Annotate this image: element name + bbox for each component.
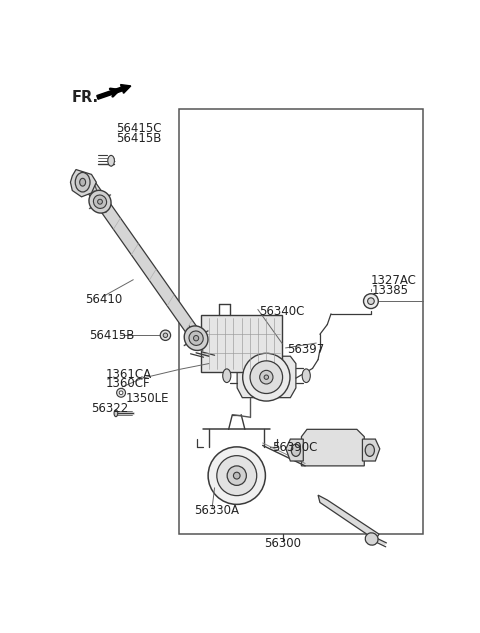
Circle shape xyxy=(163,333,168,337)
Text: 1350LE: 1350LE xyxy=(126,392,169,405)
Ellipse shape xyxy=(250,361,283,394)
Text: 1360CF: 1360CF xyxy=(106,377,150,389)
Polygon shape xyxy=(318,495,379,540)
Text: 56415B: 56415B xyxy=(116,132,161,145)
Text: 56415C: 56415C xyxy=(116,122,161,135)
Ellipse shape xyxy=(291,444,300,456)
Circle shape xyxy=(368,298,374,304)
Ellipse shape xyxy=(227,466,246,486)
Ellipse shape xyxy=(264,375,268,379)
Ellipse shape xyxy=(114,410,118,417)
Ellipse shape xyxy=(208,447,265,505)
Ellipse shape xyxy=(89,191,111,213)
Circle shape xyxy=(363,294,378,308)
Ellipse shape xyxy=(184,326,208,351)
Ellipse shape xyxy=(365,533,378,545)
Polygon shape xyxy=(362,439,380,461)
Ellipse shape xyxy=(260,370,273,384)
Text: 13385: 13385 xyxy=(372,284,408,297)
Polygon shape xyxy=(301,429,364,466)
Text: 56390C: 56390C xyxy=(272,441,317,454)
Ellipse shape xyxy=(108,156,114,166)
Ellipse shape xyxy=(193,335,199,341)
Ellipse shape xyxy=(217,456,257,496)
Text: 1361CA: 1361CA xyxy=(106,368,152,381)
Text: 56322: 56322 xyxy=(91,402,128,415)
Ellipse shape xyxy=(233,472,240,479)
Polygon shape xyxy=(71,170,96,197)
Circle shape xyxy=(160,330,170,341)
Circle shape xyxy=(119,391,123,394)
Ellipse shape xyxy=(223,369,231,382)
Circle shape xyxy=(117,388,125,398)
Ellipse shape xyxy=(189,331,203,346)
Bar xyxy=(179,109,423,534)
FancyArrow shape xyxy=(97,85,131,99)
Text: 56410: 56410 xyxy=(85,292,122,306)
Ellipse shape xyxy=(302,369,310,382)
Text: 56397: 56397 xyxy=(287,343,324,356)
Ellipse shape xyxy=(243,353,290,401)
Polygon shape xyxy=(286,439,303,461)
Ellipse shape xyxy=(80,179,85,186)
Text: FR.: FR. xyxy=(72,90,99,105)
Ellipse shape xyxy=(97,199,102,204)
Polygon shape xyxy=(84,177,204,348)
Text: 56340C: 56340C xyxy=(259,305,304,318)
Text: 1327AC: 1327AC xyxy=(370,274,416,287)
Text: 56415B: 56415B xyxy=(89,329,134,342)
Bar xyxy=(201,315,282,372)
Ellipse shape xyxy=(365,444,374,456)
Ellipse shape xyxy=(75,172,90,192)
Ellipse shape xyxy=(94,195,107,208)
Polygon shape xyxy=(237,356,296,398)
Text: 56330A: 56330A xyxy=(194,505,239,517)
Text: 56300: 56300 xyxy=(264,537,301,550)
